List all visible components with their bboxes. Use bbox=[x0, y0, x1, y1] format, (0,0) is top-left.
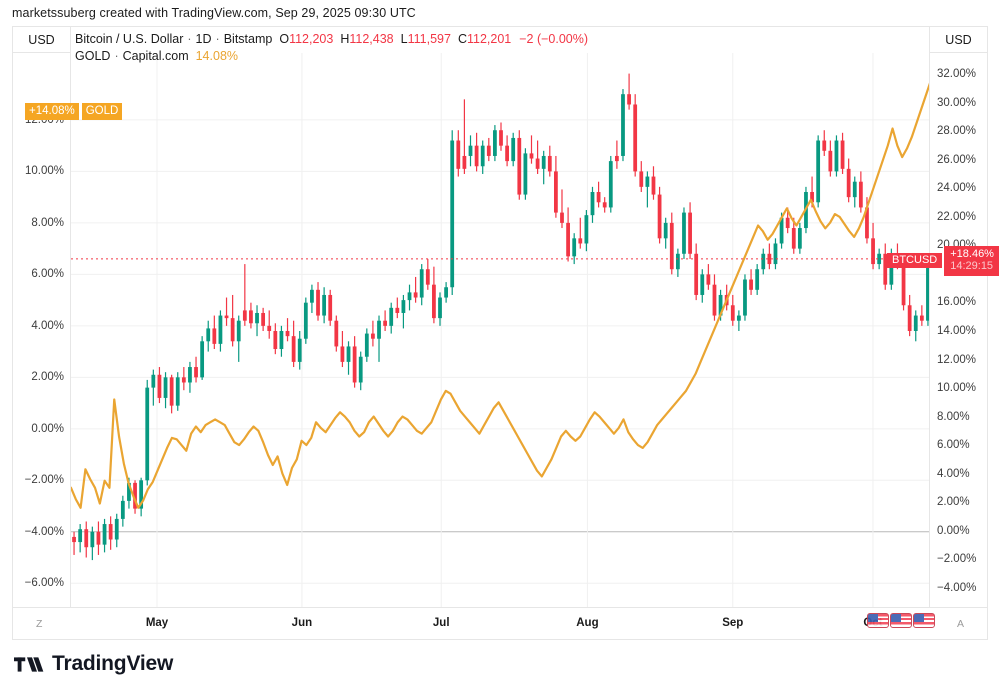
right-tick: 4.00% bbox=[937, 467, 970, 480]
legend-separator-2: · bbox=[215, 32, 220, 46]
left-tick: −2.00% bbox=[24, 474, 64, 487]
right-tick: 0.00% bbox=[937, 524, 970, 537]
legend-gold-title: GOLD bbox=[75, 49, 111, 63]
legend-change: −2 (−0.00%) bbox=[519, 32, 589, 46]
legend-low: L111,597 bbox=[401, 31, 451, 48]
time-axis-label-aug: Aug bbox=[576, 617, 599, 629]
chart-frame: USD USD Bitcoin / U.S. Dollar · 1D · Bit… bbox=[12, 26, 999, 640]
left-tick: −6.00% bbox=[24, 577, 64, 590]
right-tick: 26.00% bbox=[937, 153, 977, 166]
right-tick: 8.00% bbox=[937, 410, 970, 423]
close-value: 112,201 bbox=[466, 32, 512, 46]
chart-canvas bbox=[71, 53, 929, 607]
right-tick: −2.00% bbox=[937, 553, 977, 566]
left-axis-currency-badge[interactable]: USD bbox=[13, 27, 71, 53]
right-tick: 14.00% bbox=[937, 325, 977, 337]
right-tick: 22.00% bbox=[937, 210, 977, 223]
time-axis-label-jun: Jun bbox=[291, 617, 313, 629]
right-tick: 10.00% bbox=[937, 382, 977, 395]
right-price-axis[interactable]: 32.00%30.00%28.00%26.00%24.00%22.00%20.0… bbox=[929, 53, 987, 607]
attribution-text: marketssuberg created with TradingView.c… bbox=[12, 6, 416, 20]
legend-close: C112,201 bbox=[458, 31, 511, 48]
legend-interval: 1D bbox=[195, 32, 212, 46]
btcusd-price-tag[interactable]: BTCUSD +18.46% 14:29:15 bbox=[887, 245, 999, 276]
time-axis-left-corner-label: Z bbox=[36, 618, 43, 630]
legend-separator-1: · bbox=[187, 32, 192, 46]
legend-exchange: Bitstamp bbox=[223, 32, 273, 46]
us-flag-icon[interactable] bbox=[890, 613, 912, 628]
open-label: O bbox=[279, 32, 290, 46]
time-axis-right-corner-label: A bbox=[956, 618, 964, 630]
left-tick: 10.00% bbox=[24, 165, 64, 178]
right-tick: 12.00% bbox=[937, 353, 977, 366]
high-value: 112,438 bbox=[349, 32, 394, 46]
btcusd-tag-symbol: BTCUSD bbox=[887, 253, 943, 269]
time-axis[interactable]: Z A MayJunJulAugSepOct bbox=[13, 607, 987, 639]
left-tick: 0.00% bbox=[31, 422, 64, 435]
btcusd-tag-time: 14:29:15 bbox=[950, 260, 994, 273]
right-tick: 28.00% bbox=[937, 125, 977, 138]
time-axis-label-jul: Jul bbox=[432, 617, 450, 629]
right-tick: 16.00% bbox=[937, 296, 977, 309]
right-tick: 30.00% bbox=[937, 96, 977, 109]
legend-gold-source: Capital.com bbox=[122, 49, 189, 63]
tradingview-logo-icon bbox=[14, 656, 44, 672]
low-label: L bbox=[400, 32, 408, 46]
left-tick: 8.00% bbox=[31, 216, 64, 229]
plot-area[interactable] bbox=[71, 53, 929, 607]
open-value: 112,203 bbox=[289, 32, 334, 46]
left-tick: 2.00% bbox=[31, 371, 64, 384]
legend-row-gold[interactable]: GOLD · Capital.com 14.08% bbox=[75, 48, 588, 65]
legend-open: O112,203 bbox=[279, 31, 333, 48]
gold-price-tag[interactable]: +14.08% GOLD bbox=[25, 103, 123, 120]
right-tick: 2.00% bbox=[937, 496, 970, 509]
right-axis-currency-badge[interactable]: USD bbox=[929, 27, 987, 53]
btcusd-tag-percent: +18.46% bbox=[950, 247, 994, 260]
left-tick: −4.00% bbox=[24, 525, 64, 538]
tradingview-wordmark: TradingView bbox=[52, 652, 174, 675]
low-value: 111,597 bbox=[407, 32, 451, 46]
legend-high: H112,438 bbox=[340, 31, 393, 48]
legend-row-btcusd[interactable]: Bitcoin / U.S. Dollar · 1D · Bitstamp O1… bbox=[75, 31, 588, 48]
tradingview-footer: TradingView bbox=[14, 652, 173, 676]
time-axis-label-may: May bbox=[145, 617, 169, 629]
left-price-axis[interactable]: 12.00%10.00%8.00%6.00%4.00%2.00%0.00%−2.… bbox=[13, 53, 71, 607]
legend-separator-3: · bbox=[114, 49, 119, 63]
right-tick: 32.00% bbox=[937, 68, 977, 81]
legend-gold-value: 14.08% bbox=[195, 49, 239, 63]
right-tick: 6.00% bbox=[937, 439, 970, 452]
right-tick: 24.00% bbox=[937, 182, 977, 195]
close-label: C bbox=[457, 32, 467, 46]
gold-tag-symbol: GOLD bbox=[81, 103, 123, 120]
btcusd-tag-box: +18.46% 14:29:15 bbox=[944, 245, 999, 276]
right-tick: −4.00% bbox=[937, 581, 977, 594]
high-label: H bbox=[340, 32, 350, 46]
left-tick: 6.00% bbox=[31, 268, 64, 281]
time-axis-label-sep: Sep bbox=[722, 617, 744, 629]
us-flag-icon[interactable] bbox=[913, 613, 935, 628]
chart-legend: Bitcoin / U.S. Dollar · 1D · Bitstamp O1… bbox=[75, 31, 588, 65]
economic-event-markers[interactable] bbox=[867, 613, 935, 628]
us-flag-icon[interactable] bbox=[867, 613, 889, 628]
gold-tag-percent: +14.08% bbox=[25, 103, 79, 120]
legend-symbol-title: Bitcoin / U.S. Dollar bbox=[75, 32, 184, 46]
left-tick: 4.00% bbox=[31, 319, 64, 332]
